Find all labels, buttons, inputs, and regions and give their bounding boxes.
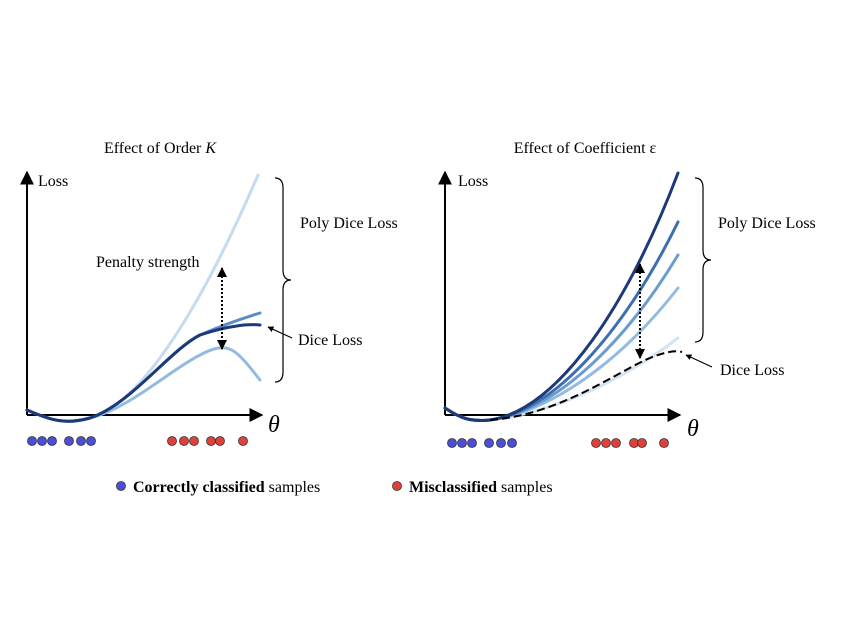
brace (274, 177, 292, 383)
sample-dots (27, 436, 248, 446)
x-axis-label: θ (268, 412, 280, 438)
legend-marker (116, 481, 126, 491)
legend-label: Correctly classified samples (133, 479, 320, 496)
dice-curve (489, 350, 683, 421)
curve (25, 346, 262, 423)
annotation: Penalty strength (96, 254, 200, 271)
annotation: Poly Dice Loss (300, 215, 398, 232)
y-axis-label: Loss (458, 173, 488, 190)
brace (694, 177, 712, 343)
y-axis-label: Loss (38, 173, 68, 190)
x-axis-label: θ (687, 416, 699, 442)
legend-bold: Correctly classified (133, 479, 265, 496)
panel-title: Effect of Order K (104, 140, 217, 157)
legend: Correctly classified samples Misclassified… (116, 479, 553, 496)
annotation: Dice Loss (720, 362, 784, 379)
sample-dots (447, 438, 669, 448)
curve (25, 323, 262, 423)
curve (443, 171, 680, 422)
legend-label: Misclassified samples (409, 479, 553, 496)
legend-rest: samples (501, 479, 553, 496)
panel-right: Effect of Coefficient ε Loss θ Poly Dice… (438, 140, 816, 448)
legend-rest: samples (269, 479, 321, 496)
annotation: Dice Loss (298, 332, 362, 349)
legend-marker (392, 481, 402, 491)
curve (443, 253, 680, 422)
annotation: Poly Dice Loss (718, 215, 816, 232)
pointer (267, 326, 293, 339)
panel-title: Effect of Coefficient ε (514, 140, 657, 157)
pointer (685, 354, 713, 368)
legend-bold: Misclassified (409, 479, 497, 496)
panel-left: Effect of Order K Loss θ Penalty strength… (20, 140, 398, 446)
